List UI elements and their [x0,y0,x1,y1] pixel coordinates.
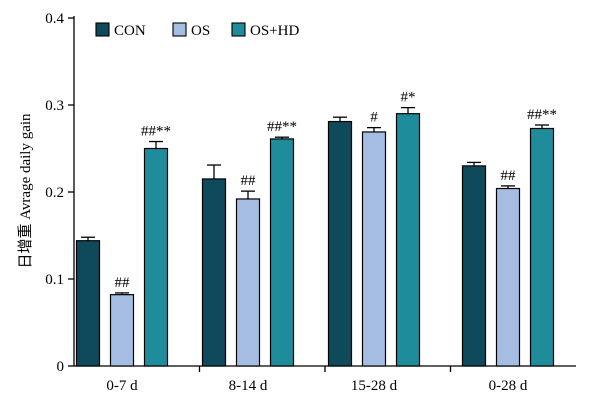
bar-con [327,120,353,367]
significance-label: ## [241,173,257,189]
significance-label: ## [501,168,517,184]
significance-label: ##** [267,119,297,135]
bar-os [235,198,261,367]
significance-label: ## [115,275,131,291]
x-tick-label: 0-7 d [106,378,138,394]
legend: CON OS OS+HD [95,22,299,39]
significance-label: ##** [527,107,557,123]
significance-label: #* [401,90,416,106]
bar-os-hd [529,127,555,367]
bar-con [75,240,101,367]
y-tick-label: 0.3 [45,98,64,114]
x-tick-label: 0-28 d [489,378,528,394]
bar-os-hd [395,113,421,367]
bars-group: ## ##** ## ##** # #* ## ##** [75,90,557,367]
bar-os [109,294,135,367]
y-tick-label: 0.1 [45,272,64,288]
bar-os [361,131,387,367]
y-tick-label: 0.4 [45,11,64,27]
legend-swatch [231,22,246,37]
bar-con [461,165,487,367]
significance-label: ##** [141,124,171,140]
bar-os-hd [269,138,295,367]
y-tick-label: 0.2 [45,185,64,201]
legend-swatch [172,22,187,37]
y-tick-label: 0 [57,359,65,375]
y-axis-label: 日增重 Avrage daily gain [17,113,34,269]
legend-label: CON [114,23,146,39]
legend-swatch [95,22,110,37]
axes-group: 0 0.1 0.2 0.3 0.4 0-7 d 8-14 d 15-28 d 0-28 d [45,11,576,394]
bar-os [495,187,521,367]
legend-label: OS+HD [250,23,299,39]
bar-con [201,178,227,367]
significance-label: # [370,110,378,126]
legend-label: OS [191,23,210,39]
x-tick-label: 8-14 d [229,378,268,394]
x-tick-label: 15-28 d [351,378,398,394]
bar-os-hd [143,147,169,367]
